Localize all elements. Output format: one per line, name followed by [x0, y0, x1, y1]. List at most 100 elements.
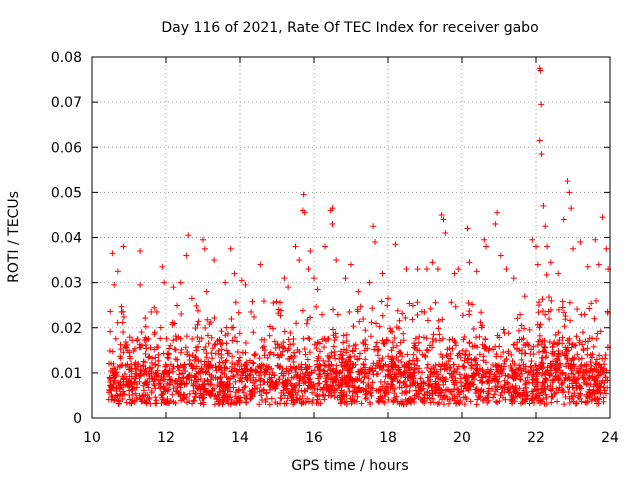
x-tick-label: 18 — [379, 430, 397, 446]
data-point — [524, 374, 531, 381]
data-point — [537, 67, 544, 74]
data-point — [501, 384, 508, 391]
data-point — [366, 366, 373, 373]
data-point — [586, 335, 593, 342]
y-tick-label: 0.03 — [51, 276, 82, 292]
data-point — [515, 327, 522, 334]
data-point — [234, 368, 241, 375]
data-point — [339, 367, 346, 374]
data-point — [472, 355, 479, 362]
data-point — [588, 354, 595, 361]
data-point — [360, 360, 367, 367]
data-point — [446, 345, 453, 352]
data-point — [181, 364, 188, 371]
data-point — [304, 356, 311, 363]
data-point — [208, 334, 215, 341]
data-point — [457, 354, 464, 361]
data-point — [197, 376, 204, 383]
data-point — [558, 381, 565, 388]
data-point — [404, 398, 411, 405]
data-point — [439, 335, 446, 342]
data-point — [561, 401, 568, 408]
data-point — [541, 386, 548, 393]
data-point — [184, 373, 191, 380]
data-point — [235, 387, 242, 394]
data-point — [412, 335, 419, 342]
y-axis-label: ROTI / TECUs — [6, 191, 22, 283]
data-point — [315, 380, 322, 387]
data-point — [188, 295, 195, 302]
data-point — [131, 385, 138, 392]
data-point — [345, 374, 352, 381]
data-point — [418, 380, 425, 387]
data-point — [213, 367, 220, 374]
data-point — [449, 373, 456, 380]
data-point — [354, 308, 361, 315]
data-point — [343, 331, 350, 338]
data-point — [365, 381, 372, 388]
data-point — [406, 300, 413, 307]
data-point — [588, 300, 595, 307]
data-point — [143, 345, 150, 352]
data-point — [190, 363, 197, 370]
x-tick-label: 22 — [527, 430, 545, 446]
data-point — [186, 361, 193, 368]
data-point — [243, 392, 250, 399]
data-point — [524, 341, 531, 348]
data-point — [285, 336, 292, 343]
data-point — [517, 391, 524, 398]
data-point — [227, 375, 234, 382]
data-point — [442, 229, 449, 236]
data-point — [183, 333, 190, 340]
data-point — [522, 350, 529, 357]
data-point — [229, 360, 236, 367]
data-point — [415, 368, 422, 375]
data-point — [157, 384, 164, 391]
data-point — [288, 374, 295, 381]
data-point — [219, 359, 226, 366]
data-point — [280, 339, 287, 346]
data-point — [107, 328, 114, 335]
data-point — [242, 399, 249, 406]
data-point — [339, 356, 346, 363]
data-point — [275, 310, 282, 317]
data-point — [348, 261, 354, 268]
data-point — [542, 223, 549, 230]
data-point — [497, 252, 504, 259]
data-point — [123, 344, 130, 351]
data-point — [112, 373, 119, 380]
data-point — [155, 362, 162, 369]
data-point — [126, 373, 133, 380]
data-point — [111, 377, 118, 384]
data-point — [292, 365, 299, 372]
data-point — [351, 384, 358, 391]
data-point — [580, 329, 587, 336]
data-point — [379, 355, 386, 362]
data-point — [468, 379, 475, 386]
data-point — [256, 355, 263, 362]
data-point — [149, 375, 156, 382]
data-point — [433, 383, 440, 390]
data-point — [390, 399, 397, 406]
data-point — [164, 395, 171, 402]
data-point — [353, 398, 360, 405]
data-point — [163, 363, 170, 370]
data-point — [591, 390, 598, 397]
data-point — [315, 375, 322, 382]
data-point — [544, 243, 551, 250]
data-point — [189, 335, 196, 342]
data-point — [546, 294, 553, 301]
data-point — [448, 371, 455, 378]
data-point — [338, 393, 345, 400]
data-point — [262, 366, 269, 373]
data-point — [174, 363, 181, 370]
data-point — [116, 392, 123, 399]
data-point — [528, 358, 535, 365]
data-point — [442, 387, 449, 394]
data-point — [337, 400, 344, 407]
data-point — [439, 354, 446, 361]
data-point — [198, 392, 205, 399]
data-point — [439, 396, 446, 403]
data-point — [325, 363, 332, 370]
data-point — [368, 392, 375, 399]
